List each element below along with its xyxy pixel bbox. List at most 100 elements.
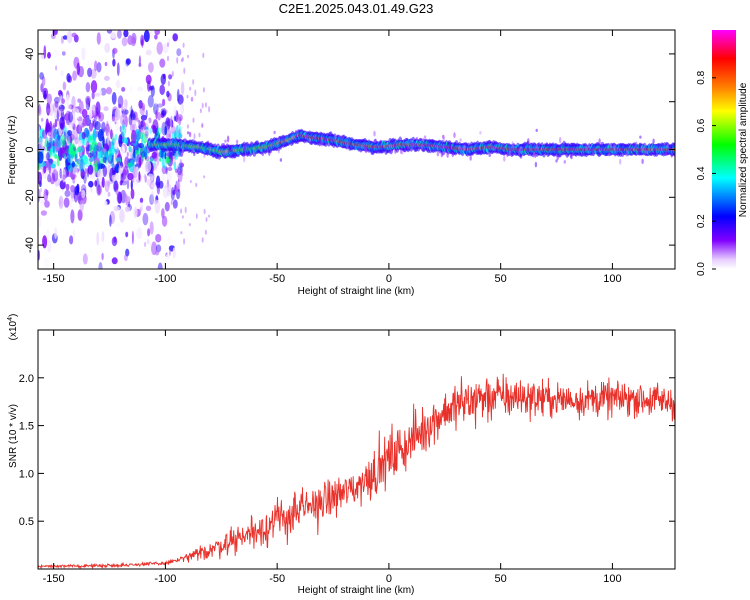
heat-cell [294, 129, 298, 134]
heat-cell [123, 30, 129, 38]
heat-cell [161, 174, 166, 181]
heat-cell [273, 130, 276, 135]
heat-cell [146, 179, 153, 187]
heat-cell [87, 67, 93, 78]
spectrogram-x-label: Height of straight line (km) [298, 286, 415, 297]
heat-cell [141, 134, 144, 149]
heat-cell [53, 96, 61, 104]
heat-cell [125, 231, 129, 238]
heat-cell [146, 239, 150, 245]
heat-cell [85, 82, 91, 93]
heat-cell [130, 129, 137, 144]
x-tick-label: -150 [43, 273, 65, 285]
heat-cell [94, 92, 101, 97]
heat-cell [114, 123, 119, 129]
heat-cell [59, 168, 62, 179]
heat-cell [193, 133, 196, 140]
heat-cell [123, 191, 126, 204]
heat-cell [161, 208, 165, 219]
heat-cell [174, 168, 178, 174]
heat-cell [140, 202, 144, 212]
heat-cell [187, 54, 189, 59]
heat-cell [609, 144, 613, 149]
heat-cell [127, 35, 133, 46]
heat-cell [76, 62, 81, 76]
heat-cell [261, 150, 265, 157]
heat-cell [182, 42, 185, 48]
heat-cell [70, 189, 74, 199]
heat-cell [642, 145, 645, 152]
heat-cell [271, 140, 275, 147]
x-tick-label: -100 [154, 573, 176, 585]
heat-cell [50, 163, 56, 169]
heat-cell [170, 159, 173, 164]
heat-cell [85, 97, 91, 111]
heat-cell [69, 235, 74, 245]
heat-cell [111, 257, 118, 265]
heat-cell [40, 210, 48, 216]
heat-cell [63, 197, 70, 208]
heat-cell [72, 70, 77, 81]
heat-cell [495, 148, 499, 153]
heat-cell [51, 33, 56, 40]
heat-cell [156, 182, 161, 195]
spectrogram-x-ticks: -150 -100 -50 0 50 100 [43, 30, 622, 285]
heat-cell [169, 249, 171, 256]
heat-cell [199, 108, 202, 114]
snr-y-multiplier: (x104) [7, 314, 19, 341]
heat-cell [177, 88, 180, 102]
heat-cell [151, 151, 158, 159]
heat-cell [150, 191, 155, 203]
heat-cell [178, 133, 183, 139]
heat-cell [131, 152, 136, 163]
heat-cell [159, 58, 166, 68]
heat-cell [516, 146, 519, 150]
heat-cell [87, 164, 94, 175]
heat-cell [267, 146, 270, 152]
heat-cell [111, 92, 117, 105]
heat-cell [186, 124, 189, 129]
heat-cell [61, 98, 65, 104]
heat-cell [124, 206, 130, 213]
heat-cell [39, 197, 44, 207]
heat-cell [74, 153, 78, 163]
heat-cell [81, 171, 85, 176]
heat-cell [85, 140, 90, 155]
colorbar: 0.0 0.2 0.4 0.6 0.8 Normalized spectral ampl… [696, 30, 749, 276]
heat-cell [110, 129, 113, 140]
heat-cell [118, 134, 123, 148]
heat-cell [145, 118, 150, 128]
y-tick-label: -40 [24, 237, 36, 253]
heat-cell [545, 142, 548, 146]
heat-cell [652, 138, 655, 144]
chart-title: C2E1.2025.043.01.49.G23 [279, 1, 434, 16]
heat-cell [106, 87, 112, 95]
heat-cell [59, 108, 65, 114]
heat-cell [90, 68, 97, 79]
heat-cell [102, 136, 105, 147]
heat-cell [176, 56, 179, 64]
heat-cell [125, 99, 128, 107]
heat-cell [183, 67, 186, 75]
heat-cell [137, 86, 144, 92]
heat-cell [121, 123, 126, 138]
heat-cell [96, 185, 102, 195]
heat-cell [164, 152, 167, 160]
x-tick-label: 100 [603, 273, 621, 285]
heat-cell [118, 103, 122, 109]
heat-cell [373, 130, 376, 137]
heat-cell [411, 142, 414, 149]
heat-cell [130, 179, 133, 191]
heat-cell [563, 147, 567, 153]
heat-cell [320, 140, 324, 147]
heat-cell [147, 95, 154, 108]
heat-cell [59, 169, 64, 182]
heat-cell [641, 158, 644, 164]
heat-cell [78, 115, 83, 127]
heat-cell [68, 111, 74, 123]
heat-cell [38, 106, 42, 116]
heat-cell [250, 141, 253, 146]
heat-cell [90, 80, 98, 93]
heat-cell [73, 105, 76, 118]
heat-cell [40, 187, 42, 193]
